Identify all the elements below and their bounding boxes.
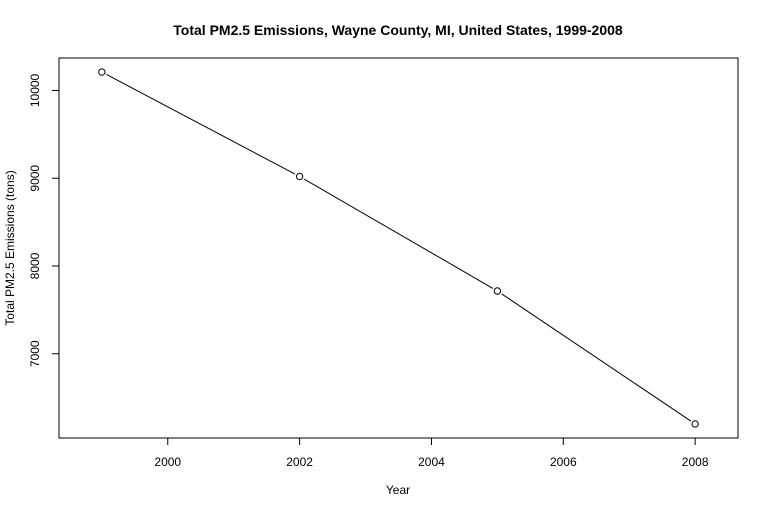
- y-tick-label: 7000: [28, 340, 42, 367]
- x-tick-label: 2000: [154, 455, 181, 469]
- x-axis: 2000 2002 2004 2006 2008: [154, 438, 709, 469]
- chart-title: Total PM2.5 Emissions, Wayne County, MI,…: [173, 22, 623, 38]
- series-layer: [98, 68, 699, 428]
- data-point: [691, 420, 699, 428]
- y-axis: 7000 8000 9000 10000: [28, 73, 59, 367]
- y-tick-label: 8000: [28, 252, 42, 279]
- data-point: [98, 68, 106, 76]
- data-point: [295, 172, 304, 181]
- plot-frame: [58, 57, 739, 439]
- x-axis-label: Year: [386, 483, 410, 497]
- x-tick-label: 2004: [418, 455, 445, 469]
- y-tick-label: 10000: [28, 73, 42, 107]
- y-axis-label: Total PM2.5 Emissions (tons): [3, 170, 17, 325]
- data-point: [493, 287, 502, 295]
- x-tick-label: 2002: [286, 455, 313, 469]
- x-tick-label: 2006: [550, 455, 577, 469]
- series-line-segment: [501, 293, 692, 422]
- y-tick-label: 9000: [28, 165, 42, 192]
- x-tick-label: 2008: [682, 455, 709, 469]
- series-line-segment: [303, 178, 494, 289]
- series-line-segment: [106, 74, 296, 175]
